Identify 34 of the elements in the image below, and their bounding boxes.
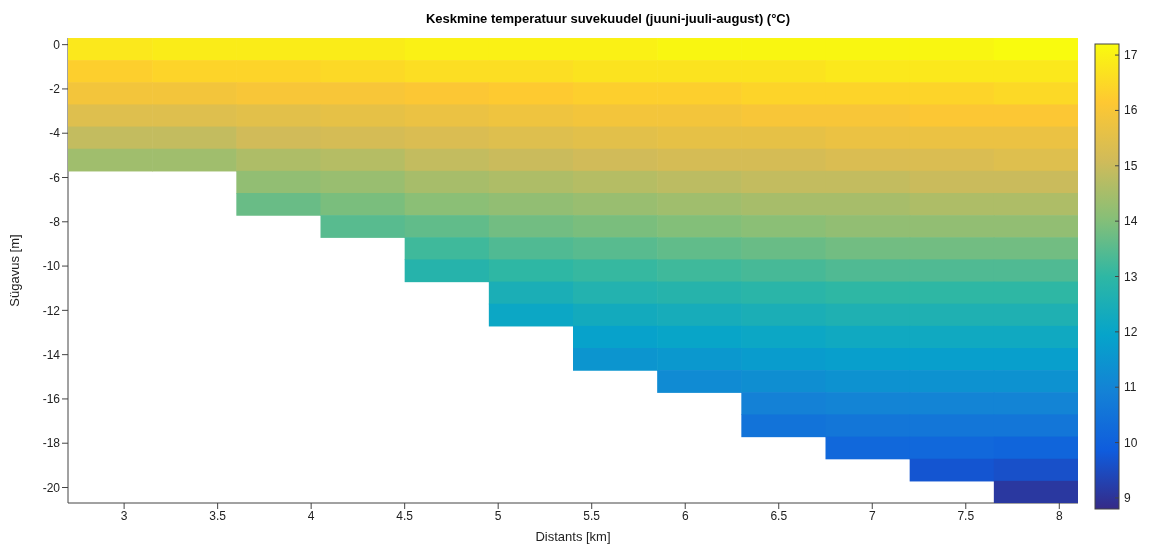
x-tick-label: 4 — [307, 508, 315, 523]
x-tick-label: 7 — [868, 508, 876, 523]
color-bar-label: 11 — [1124, 380, 1137, 395]
y-tick-label: -10 — [42, 259, 61, 274]
color-bar-label: 17 — [1124, 48, 1138, 63]
x-tick-label: 3.5 — [209, 508, 227, 523]
y-tick-label: -6 — [49, 170, 61, 185]
color-bar-label: 10 — [1124, 435, 1138, 450]
color-bar-label: 12 — [1124, 324, 1138, 339]
x-tick-label: 6 — [681, 508, 689, 523]
x-tick-label: 8 — [1055, 508, 1063, 523]
color-bar-label: 15 — [1124, 158, 1138, 173]
y-tick-label: -20 — [42, 480, 61, 495]
y-axis-title: Sügavus [m] — [6, 234, 22, 307]
color-bar-label: 16 — [1124, 103, 1138, 118]
x-tick-label: 3 — [120, 508, 128, 523]
x-tick-label: 4.5 — [396, 508, 414, 523]
x-tick-label: 5.5 — [583, 508, 601, 523]
color-bar-label: 13 — [1124, 269, 1138, 284]
color-bar-label: 14 — [1124, 214, 1138, 229]
y-tick-label: -8 — [49, 215, 61, 230]
color-bar-label: 9 — [1124, 490, 1131, 505]
y-tick-label: -12 — [42, 303, 61, 318]
y-tick-label: -16 — [42, 392, 61, 407]
chart-title: Keskmine temperatuur suvekuudel (juuni-juuli-august) (°C) — [424, 10, 792, 28]
y-tick-label: -4 — [49, 126, 61, 141]
x-axis-title: Distants [km] — [535, 529, 611, 544]
y-tick-label: -2 — [49, 82, 61, 97]
y-tick-label: -18 — [42, 436, 61, 451]
y-tick-label: -14 — [42, 347, 61, 362]
x-tick-label: 5 — [494, 508, 502, 523]
x-tick-label: 6.5 — [770, 508, 788, 523]
y-tick-label: 0 — [53, 37, 61, 52]
x-tick-label: 7.5 — [957, 508, 975, 523]
